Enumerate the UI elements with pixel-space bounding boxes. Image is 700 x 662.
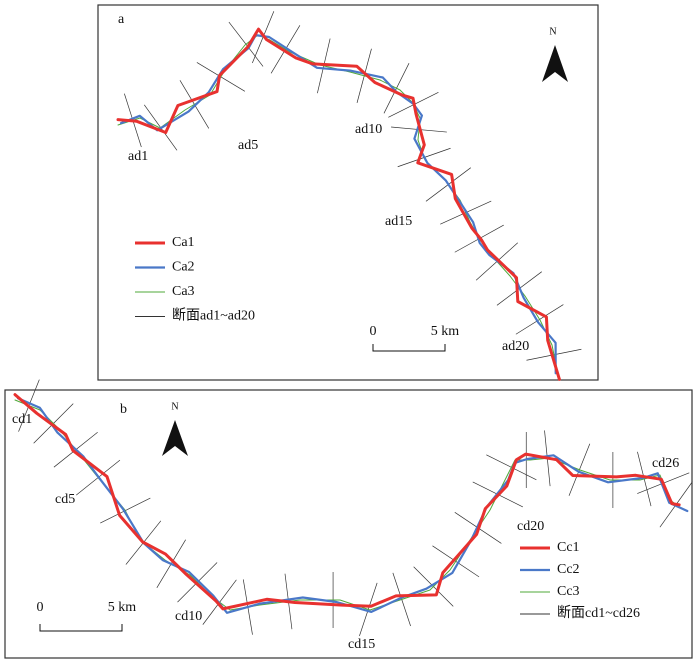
- section-label: cd10: [175, 609, 202, 624]
- legend-label: Cc2: [557, 562, 580, 577]
- section-label: ad20: [502, 339, 529, 354]
- section-label: cd15: [348, 637, 375, 652]
- river-course: [13, 393, 681, 611]
- river-course: [16, 397, 689, 614]
- legends: Ca1 Ca2 Ca3 断面ad1~ad20 Cc1 Cc2 Cc3 断面cd1~cd26: [135, 235, 640, 621]
- section-label: ad1: [128, 149, 148, 164]
- section-label: cd26: [652, 456, 679, 471]
- section-label: cd1: [12, 412, 32, 427]
- panel-label: b: [120, 402, 127, 417]
- north-arrow: [162, 420, 188, 456]
- scale-label: 0: [370, 324, 377, 339]
- cross-sections: [18, 11, 693, 637]
- panel-label: a: [118, 12, 125, 27]
- legend-label: 断面ad1~ad20: [172, 308, 255, 324]
- north-arrow: [542, 45, 568, 82]
- scale-bar: [39, 624, 123, 632]
- legend-label: Ca2: [172, 260, 195, 275]
- panel-b-frame: [4, 389, 693, 659]
- panel-a-frame: [97, 4, 599, 381]
- river-course: [117, 34, 559, 376]
- section-label: ad5: [238, 138, 258, 153]
- legend-label: Ca1: [172, 235, 195, 250]
- north-label: N: [171, 401, 178, 412]
- rivers: [13, 27, 689, 614]
- scale-bar: [372, 344, 446, 352]
- scale-label: 5 km: [108, 600, 137, 615]
- scale-label: 0: [37, 600, 44, 615]
- legend-label: Cc1: [557, 540, 580, 555]
- river-course: [116, 27, 561, 381]
- legend-label: Cc3: [557, 584, 580, 599]
- legend-label: 断面cd1~cd26: [557, 605, 640, 621]
- section-label: cd5: [55, 492, 75, 507]
- north-label: N: [549, 26, 556, 37]
- legend-label: Ca3: [172, 284, 195, 299]
- section-label: cd20: [517, 519, 544, 534]
- section-label: ad15: [385, 214, 412, 229]
- section-label: ad10: [355, 122, 382, 137]
- scale-label: 5 km: [431, 324, 460, 339]
